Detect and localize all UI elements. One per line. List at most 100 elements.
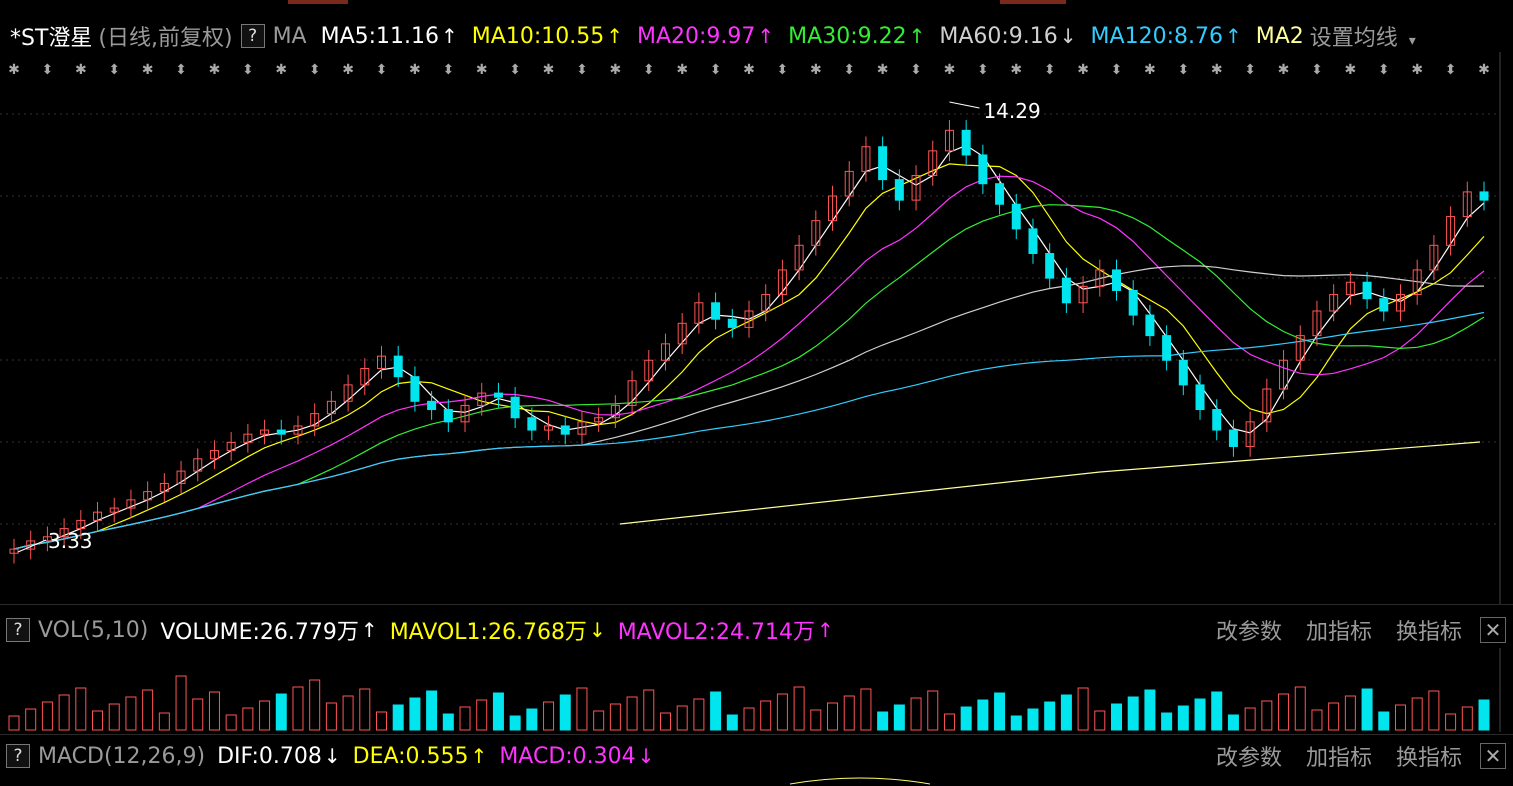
candle-body-26 — [443, 409, 453, 423]
volume-bar-84 — [1411, 697, 1423, 731]
signal-marker-56: ✱ — [944, 62, 956, 78]
candle-body-37 — [627, 380, 637, 406]
candle-body-61 — [1028, 228, 1038, 255]
macd-change-params-button[interactable]: 改参数 — [1215, 746, 1282, 771]
ma20-line — [13, 175, 1485, 550]
settings-ma-button[interactable]: 设置均线 ▾ — [1310, 20, 1416, 52]
macd-chart — [789, 777, 931, 785]
volume-bar-77 — [1294, 686, 1306, 731]
volume-bar-70 — [1177, 705, 1189, 731]
candle-body-41 — [694, 302, 704, 324]
volume-bar-48 — [810, 709, 822, 731]
signal-marker-76: ✱ — [1278, 62, 1290, 78]
candle-body-69 — [1162, 335, 1172, 361]
signal-marker-84: ✱ — [1411, 62, 1423, 78]
candle-body-44 — [744, 310, 754, 328]
volume-bar-40 — [676, 705, 688, 731]
ma5-line — [13, 144, 1485, 550]
candle-body-66 — [1112, 269, 1121, 291]
volume-bar-85 — [1428, 690, 1440, 731]
volume-add-indicator-button[interactable]: 加指标 — [1305, 620, 1372, 645]
candle-body-9 — [159, 482, 169, 493]
panel-divider-2 — [0, 734, 1513, 735]
volume-close-icon[interactable]: ✕ — [1480, 617, 1506, 643]
stock-title: *ST澄星 — [10, 26, 93, 51]
candle-body-83 — [1395, 294, 1405, 312]
macd-help-button[interactable]: ? — [6, 744, 30, 768]
candle-body-34 — [577, 421, 587, 435]
period-label: (日线,前复权) — [98, 26, 233, 51]
candle-body-24 — [410, 376, 420, 402]
volume-bar-86 — [1445, 713, 1457, 731]
volume-bar-38 — [643, 689, 655, 731]
volume-label: VOL(5,10) — [38, 617, 149, 643]
ma250-line — [619, 441, 1481, 525]
volume-bar-79 — [1328, 702, 1340, 731]
candle-body-55 — [928, 150, 938, 176]
volume-bar-30 — [509, 715, 521, 731]
volume-bar-42 — [710, 691, 722, 731]
volume-bar-11 — [192, 698, 204, 731]
candle-body-0 — [9, 548, 19, 554]
volume-bar-28 — [476, 699, 488, 731]
candle-body-3 — [59, 528, 69, 538]
volume-bar-53 — [893, 704, 905, 731]
candle-body-47 — [794, 244, 804, 271]
volume-bar-46 — [776, 693, 788, 731]
candle-body-53 — [894, 179, 904, 201]
volume-switch-indicator-button[interactable]: 换指标 — [1395, 620, 1462, 645]
volume-bar-73 — [1227, 714, 1239, 731]
volume-bar-52 — [877, 711, 889, 731]
signal-marker-32: ✱ — [543, 62, 555, 78]
volume-bar-57 — [960, 706, 972, 731]
signal-marker-72: ✱ — [1211, 62, 1223, 78]
candle-body-12 — [209, 450, 219, 460]
candle-body-38 — [644, 359, 654, 382]
macd-add-indicator-button[interactable]: 加指标 — [1305, 746, 1372, 771]
volume-bar-1 — [25, 708, 37, 731]
volume-help-button[interactable]: ? — [6, 618, 30, 642]
volume-arrow: ↑ — [360, 618, 378, 642]
candle-body-50 — [844, 170, 854, 197]
signal-marker-36: ✱ — [609, 62, 621, 78]
signal-marker-40: ✱ — [676, 62, 688, 78]
candle-body-84 — [1412, 269, 1422, 296]
candle-body-78 — [1312, 310, 1322, 337]
volume-bar-14 — [242, 707, 254, 731]
candle-body-86 — [1446, 216, 1456, 246]
candle-body-33 — [560, 425, 570, 435]
volume-bar-41 — [693, 698, 705, 731]
signal-marker-2: ⬍ — [42, 62, 54, 78]
volume-bar-20 — [342, 695, 354, 731]
signal-marker-68: ✱ — [1144, 62, 1156, 78]
signal-marker-42: ⬍ — [710, 62, 722, 78]
ma-item-arrow-1: ↑ — [606, 23, 623, 48]
dea-arrow: ↑ — [470, 744, 488, 768]
volume-chart[interactable] — [0, 648, 1513, 732]
candle-body-18 — [310, 413, 320, 427]
volume-bar-61 — [1027, 708, 1039, 731]
macd-switch-indicator-button[interactable]: 换指标 — [1395, 746, 1462, 771]
help-button[interactable]: ? — [240, 24, 265, 48]
volume-header: ? VOL(5,10) VOLUME:26.779万 ↑ MAVOL1:26.7… — [6, 614, 1506, 646]
volume-change-params-button[interactable]: 改参数 — [1215, 620, 1282, 645]
candle-body-43 — [727, 318, 737, 328]
candle-body-23 — [393, 355, 403, 378]
candle-body-8 — [143, 491, 153, 501]
candle-body-17 — [293, 425, 303, 435]
volume-bar-0 — [8, 715, 20, 731]
macd-label: MACD(12,26,9) — [38, 743, 206, 769]
ma-items: MA5:11.16 ↑ MA10:10.55 ↑ MA20:9.97 ↑ MA30:9.22… — [307, 24, 1304, 49]
signal-marker-12: ✱ — [209, 62, 221, 78]
candle-body-67 — [1128, 289, 1138, 316]
mavol1-arrow: ↓ — [588, 618, 606, 642]
volume-bar-13 — [225, 714, 237, 731]
price-chart[interactable]: ✱ ⬍ ✱ ⬍ ✱ ⬍ ✱ ⬍ ✱ ⬍ ✱ ⬍ ✱ ⬍ ✱ ⬍ ✱ ⬍ ✱ ⬍ ✱ ⬍ ✱ ⬍ ✱ ⬍ ✱ ⬍ ✱ ⬍ ✱ ⬍ ✱ ⬍ ✱ ⬍ ✱ ⬍ ✱ ⬍… — [0, 52, 1513, 604]
volume-bar-43 — [726, 714, 738, 731]
signal-marker-44: ✱ — [743, 62, 755, 78]
ma-item-arrow-2: ↑ — [757, 23, 775, 48]
volume-bar-31 — [526, 708, 538, 731]
macd-close-icon[interactable]: ✕ — [1480, 743, 1506, 769]
signal-marker-70: ⬍ — [1177, 62, 1189, 78]
volume-bar-7 — [125, 696, 137, 731]
